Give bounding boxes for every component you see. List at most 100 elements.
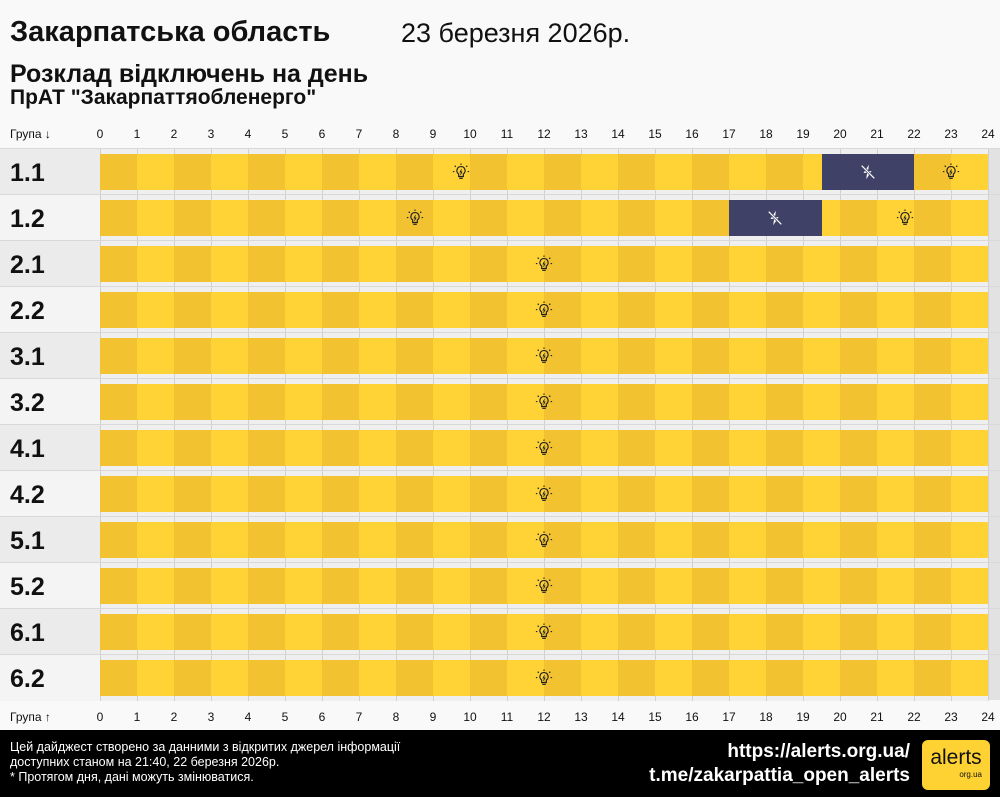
hour-tick: 4 (244, 710, 252, 724)
hour-cell-on (877, 522, 914, 558)
hour-cell-on (137, 660, 174, 696)
group-axis-label-top: Група ↓ (10, 127, 51, 141)
hour-gridline (988, 333, 989, 379)
hour-cell-on (359, 200, 396, 236)
logo-text: alerts (930, 746, 982, 769)
lightbulb-icon (406, 209, 424, 227)
hour-tick: 23 (944, 710, 958, 724)
hour-cell-on (396, 568, 433, 604)
hour-cell-on (951, 476, 988, 512)
hour-cell-on (470, 614, 507, 650)
hour-cell-on (729, 568, 766, 604)
group-row: 1.1 (0, 148, 1000, 195)
hour-cell-on (766, 384, 803, 420)
hour-cell-on (544, 154, 581, 190)
hour-cell-on (174, 154, 211, 190)
hour-cell-on (877, 338, 914, 374)
hour-cell-on (137, 430, 174, 466)
hour-cell-on (803, 246, 840, 282)
hour-cell-on (322, 200, 359, 236)
hour-cell-on (618, 430, 655, 466)
hour-cell-on (951, 384, 988, 420)
hour-cell-on (211, 522, 248, 558)
hour-tick: 20 (833, 710, 847, 724)
hour-tick: 17 (722, 127, 736, 141)
hour-cell-on (914, 384, 951, 420)
hour-cell-on (396, 246, 433, 282)
hour-cell-on (211, 200, 248, 236)
hour-cell-on (507, 660, 544, 696)
hour-cell-on (470, 246, 507, 282)
hour-cell-on (840, 200, 877, 236)
hour-cell-on (803, 660, 840, 696)
hour-cell-on (285, 338, 322, 374)
hour-cell-on (951, 614, 988, 650)
hour-cell-on (100, 338, 137, 374)
hour-cell-on (285, 200, 322, 236)
hour-cell-on (544, 660, 581, 696)
footer: Цей дайджест створено за данними з відкр… (0, 730, 1000, 797)
hour-cell-on (951, 430, 988, 466)
hour-tick: 6 (318, 127, 326, 141)
hour-cell-on (729, 430, 766, 466)
hour-cell-on (433, 154, 470, 190)
hour-cell-on (692, 246, 729, 282)
hour-cell-on (100, 660, 137, 696)
lightbulb-icon (535, 347, 553, 365)
hour-cell-on (470, 568, 507, 604)
hour-cell-on (322, 292, 359, 328)
hour-cell-on (729, 292, 766, 328)
hour-cell-on (877, 614, 914, 650)
hour-cell-on (840, 522, 877, 558)
hour-tick: 9 (429, 127, 437, 141)
lightbulb-icon (535, 255, 553, 273)
hour-cell-on (581, 384, 618, 420)
hour-cell-on (729, 614, 766, 650)
alerts-logo: alerts org.ua (922, 740, 990, 790)
hour-tick: 2 (170, 710, 178, 724)
hour-cell-on (618, 154, 655, 190)
hour-cell-on (544, 614, 581, 650)
hour-cell-on (211, 338, 248, 374)
hour-tick: 24 (981, 710, 995, 724)
hour-cell-on (729, 522, 766, 558)
hour-cell-on (840, 384, 877, 420)
group-row: 6.2 (0, 654, 1000, 701)
hour-tick: 9 (429, 710, 437, 724)
hour-cell-on (137, 338, 174, 374)
hour-cell-on (433, 568, 470, 604)
hour-cell-on (285, 384, 322, 420)
hour-tick: 8 (392, 127, 400, 141)
hour-cell-on (248, 384, 285, 420)
hour-cell-on (581, 200, 618, 236)
hour-cell-on (729, 246, 766, 282)
hour-cell-on (396, 154, 433, 190)
hour-cell-on (322, 660, 359, 696)
hour-cell-on (766, 154, 803, 190)
hour-tick: 3 (207, 710, 215, 724)
telegram-link[interactable]: t.me/zakarpattia_open_alerts (649, 765, 910, 786)
footer-note: Цей дайджест створено за данними з відкр… (10, 740, 400, 785)
hour-cell-on (544, 476, 581, 512)
hour-cell-on (507, 292, 544, 328)
hour-cell-on (470, 522, 507, 558)
hour-gridline (988, 655, 989, 701)
hour-cell-on (174, 522, 211, 558)
hour-tick: 14 (611, 127, 625, 141)
group-label: 1.2 (0, 195, 100, 241)
hour-cell-on (803, 614, 840, 650)
hour-cell-on (914, 660, 951, 696)
hour-cell-on (692, 568, 729, 604)
hour-cell-on (285, 522, 322, 558)
group-row: 5.1 (0, 516, 1000, 563)
hour-tick: 14 (611, 710, 625, 724)
hour-cell-on (285, 614, 322, 650)
group-row: 5.2 (0, 562, 1000, 609)
hour-cell-on (544, 200, 581, 236)
hour-cell-on (285, 246, 322, 282)
hour-cell-on (914, 568, 951, 604)
group-label: 5.1 (0, 517, 100, 563)
website-link[interactable]: https://alerts.org.ua/ (727, 741, 910, 762)
hour-cell-on (581, 246, 618, 282)
hour-cell-on (396, 384, 433, 420)
